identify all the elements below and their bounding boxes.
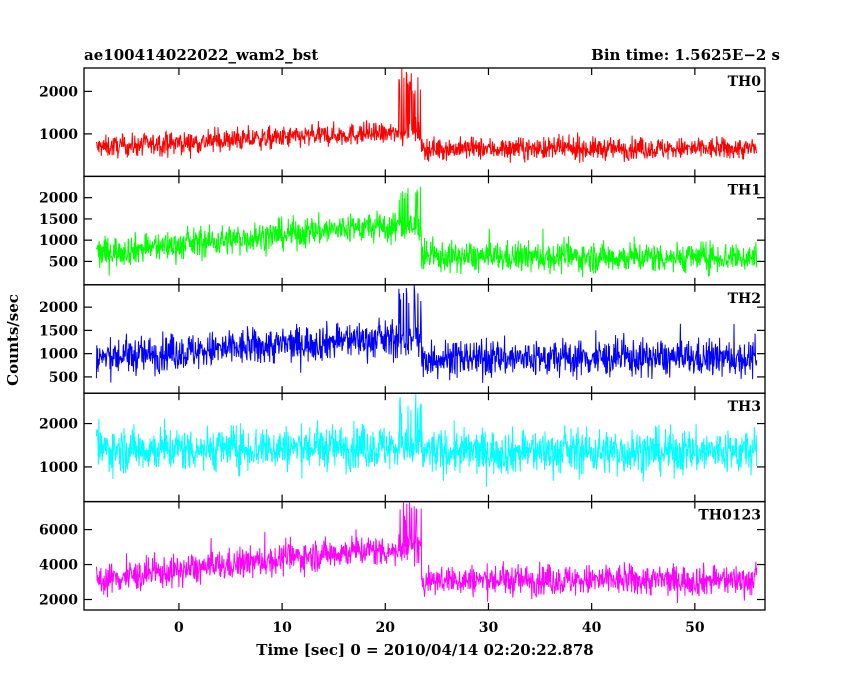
y-tick-label: 1500 bbox=[39, 323, 78, 339]
y-tick-label: 500 bbox=[49, 370, 78, 386]
y-tick-label: 1000 bbox=[39, 233, 78, 249]
chart-title: ae100414022022_wam2_bst bbox=[84, 46, 318, 64]
series-label-th3: TH3 bbox=[728, 399, 761, 415]
series-label-th0123: TH0123 bbox=[698, 508, 761, 524]
y-tick-label: 6000 bbox=[39, 523, 78, 539]
panel-th3: 1000 2000 TH3 bbox=[39, 392, 766, 503]
panel-th1: 500 1000 1500 2000 TH1 bbox=[39, 175, 766, 286]
series-line-th3 bbox=[95, 394, 758, 487]
y-tick-label: 1000 bbox=[39, 127, 78, 143]
series-line-th0 bbox=[95, 68, 758, 163]
panel-th2: 500 1000 1500 2000 TH2 bbox=[39, 284, 766, 394]
panel-th0123: 2000 4000 6000 TH0123 bbox=[39, 500, 766, 611]
panel-frame bbox=[83, 500, 766, 611]
panel-frame bbox=[83, 175, 766, 286]
series-line-th0123 bbox=[95, 502, 758, 604]
series-line-th1 bbox=[95, 186, 758, 278]
x-tick-label: 50 bbox=[685, 620, 705, 636]
series-label-th2: TH2 bbox=[728, 291, 761, 307]
x-tick-label: 40 bbox=[582, 620, 602, 636]
y-tick-label: 2000 bbox=[39, 417, 78, 433]
y-tick-label: 4000 bbox=[39, 558, 78, 574]
y-tick-label: 500 bbox=[49, 254, 78, 270]
y-tick-label: 1000 bbox=[39, 347, 78, 363]
y-tick-label: 2000 bbox=[39, 191, 78, 207]
panels-group: 10002000TH0500100015002000TH150010001500… bbox=[39, 67, 766, 636]
series-label-th0: TH0 bbox=[728, 74, 762, 90]
y-tick-label: 2000 bbox=[39, 593, 78, 609]
y-tick-label: 1500 bbox=[39, 212, 78, 228]
panel-th0: 1000 2000 TH0 bbox=[39, 67, 766, 178]
y-tick-label: 1000 bbox=[39, 460, 78, 476]
panel-frame bbox=[83, 67, 766, 178]
x-tick-label: 0 bbox=[174, 620, 184, 636]
panel-frame bbox=[83, 284, 766, 394]
x-tick-label: 20 bbox=[376, 620, 396, 636]
bin-time-label: Bin time: 1.5625E−2 s bbox=[591, 46, 780, 64]
x-tick-label: 10 bbox=[272, 620, 292, 636]
series-label-th1: TH1 bbox=[728, 182, 761, 198]
x-axis-title: Time [sec] 0 = 2010/04/14 02:20:22.878 bbox=[256, 641, 593, 659]
y-axis-title: Counts/sec bbox=[4, 294, 22, 386]
y-tick-label: 2000 bbox=[39, 300, 78, 316]
y-tick-label: 2000 bbox=[39, 84, 78, 100]
series-line-th2 bbox=[95, 284, 758, 383]
x-tick-label: 30 bbox=[479, 620, 499, 636]
